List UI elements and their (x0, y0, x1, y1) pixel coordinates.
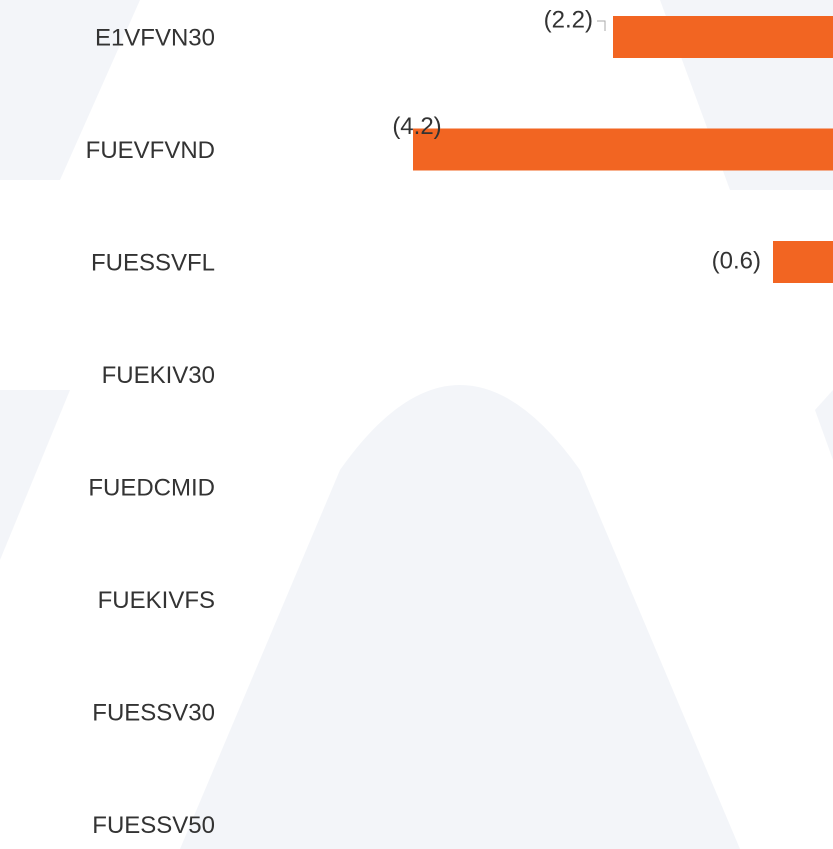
watermark-shape (815, 390, 833, 460)
value-label: (2.2) (544, 6, 593, 33)
y-tick-label: FUEVFVND (86, 137, 215, 164)
value-label: (4.2) (392, 113, 441, 140)
watermark-shape (180, 385, 740, 849)
y-tick-label: FUEKIVFS (98, 587, 215, 614)
leader-line (597, 20, 606, 31)
bar (613, 16, 833, 58)
watermark-shape (0, 0, 140, 180)
value-label: (0.6) (712, 247, 761, 274)
y-tick-label: FUESSV50 (92, 812, 215, 839)
y-tick-label: FUEKIV30 (102, 362, 215, 389)
watermark-shape (0, 390, 70, 560)
bar (413, 128, 833, 171)
bar (773, 241, 833, 283)
y-tick-label: FUEDCMID (88, 474, 215, 501)
y-tick-label: E1VFVN30 (95, 24, 215, 51)
y-tick-label: FUESSV30 (92, 699, 215, 726)
y-tick-label: FUESSVFL (91, 249, 215, 276)
